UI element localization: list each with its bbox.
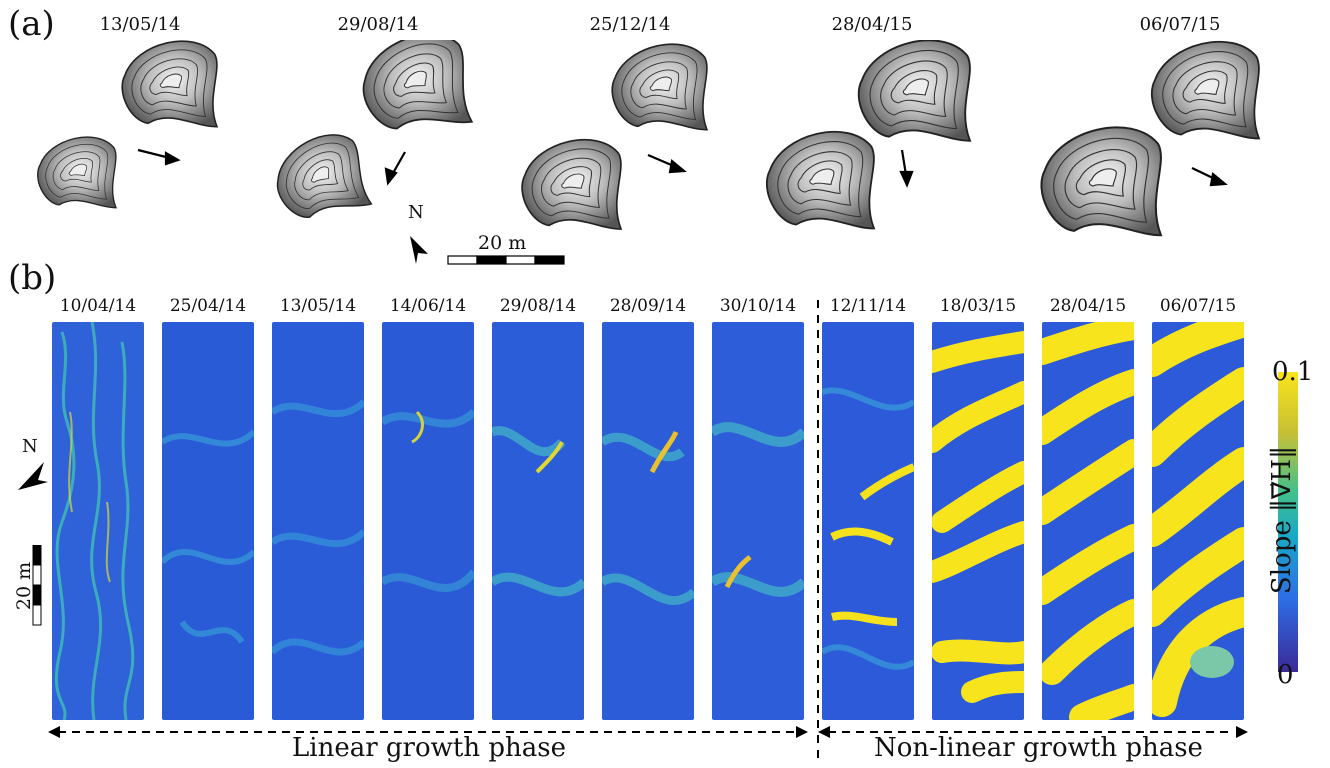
- north-label-b: N: [22, 436, 38, 457]
- slope-map-strip: [272, 322, 364, 720]
- colorbar: [1278, 372, 1298, 672]
- panel-a-date: 25/12/14: [589, 14, 671, 35]
- panel-b-date: 30/10/14: [719, 296, 797, 316]
- slope-map-strip: [1042, 322, 1134, 720]
- panel-b-date: 06/07/15: [1159, 296, 1237, 316]
- colorbar-max: 0.1: [1272, 357, 1314, 387]
- colorbar-min: 0: [1277, 660, 1294, 690]
- migration-arrow: [137, 148, 171, 160]
- linear-phase-label: Linear growth phase: [292, 733, 566, 763]
- panel-a-date: 28/04/15: [831, 14, 913, 35]
- panel-a-label: (a): [8, 4, 55, 44]
- panel-b-date: 18/03/15: [939, 296, 1017, 316]
- panel-b-date: 10/04/14: [59, 296, 137, 316]
- slope-map-strip: [602, 322, 694, 720]
- dune-pair-4: [765, 40, 971, 230]
- panel-b-date: 12/11/14: [829, 296, 907, 316]
- dune-contours-figure: [37, 40, 1260, 265]
- north-label: N: [408, 202, 424, 223]
- slope-map-strip: [382, 322, 474, 720]
- dune-pair-2: [266, 40, 473, 228]
- dune-pair-1: [37, 40, 218, 209]
- dune-pair-5: [1040, 40, 1260, 237]
- colorbar-label: Slope ‖∇⃗H‖: [1267, 445, 1297, 595]
- slope-map-strip: [932, 322, 1024, 720]
- scale-bar-b: [32, 545, 42, 626]
- north-arrow-icon: [410, 236, 428, 264]
- slope-map-strip: [712, 322, 804, 720]
- scale-label: 20 m: [478, 232, 527, 254]
- slope-map-strip: [1152, 322, 1244, 720]
- nonlinear-phase-label: Non-linear growth phase: [874, 733, 1203, 763]
- dune-pair-3: [521, 43, 708, 230]
- slope-map-strip: [492, 322, 584, 720]
- slope-map-strip: [822, 322, 914, 720]
- slope-map-strip: [162, 322, 254, 720]
- panel-a-date: 29/08/14: [337, 14, 419, 35]
- slope-map-strip: [52, 322, 144, 720]
- panel-a-date: 13/05/14: [99, 14, 181, 35]
- panel-b-date: 28/04/15: [1049, 296, 1127, 316]
- panel-b-date: 13/05/14: [279, 296, 357, 316]
- panel-b-date: 14/06/14: [389, 296, 467, 316]
- panel-b-label: (b): [8, 258, 57, 298]
- panel-a-date: 06/07/15: [1139, 14, 1221, 35]
- north-arrow-b-icon: [18, 462, 48, 490]
- panel-b-date: 25/04/14: [169, 296, 247, 316]
- migration-arrow: [900, 149, 908, 176]
- scale-label-b: 20 m: [13, 561, 35, 611]
- phase-divider: [817, 300, 819, 762]
- phase-arrows: [48, 726, 1248, 738]
- panel-b-date: 28/09/14: [609, 296, 687, 316]
- scale-bar: [447, 255, 565, 265]
- panel-b-date: 29/08/14: [499, 296, 577, 316]
